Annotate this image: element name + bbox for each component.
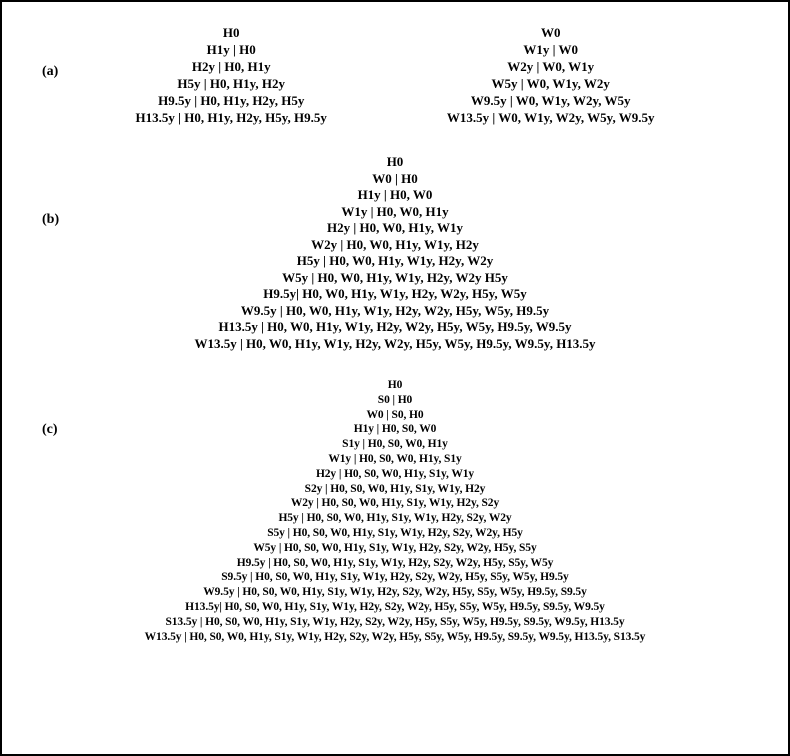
tri-row: W13.5y | H0, S0, W0, H1y, S1y, W1y, H2y,… xyxy=(145,630,646,645)
panel-a-label: (a) xyxy=(42,64,58,80)
tri-row: H2y | H0, H1y xyxy=(192,58,271,75)
tri-row: H1y | H0 xyxy=(207,41,256,58)
tri-row: H9.5y | H0, S0, W0, H1y, S1y, W1y, H2y, … xyxy=(237,556,554,571)
tri-row: S2y | H0, S0, W0, H1y, S1y, W1y, H2y xyxy=(305,482,486,497)
tri-row: W2y | H0, S0, W0, H1y, S1y, W1y, H2y, S2… xyxy=(291,496,499,511)
tri-row: S5y | H0, S0, W0, H1y, S1y, W1y, H2y, S2… xyxy=(267,526,523,541)
tri-row: H5y | H0, S0, W0, H1y, S1y, W1y, H2y, S2… xyxy=(278,511,511,526)
figure-container: (a) H0 H1y | H0 H2y | H0, H1y H5y | H0, … xyxy=(0,0,790,756)
panel-c-label: (c) xyxy=(42,422,58,438)
tri-row: W0 | H0 xyxy=(372,171,417,188)
tri-row: W2y | W0, W1y xyxy=(507,58,594,75)
tri-row: H2y | H0, W0, H1y, W1y xyxy=(327,220,463,237)
tri-row: W5y | W0, W1y, W2y xyxy=(491,75,609,92)
tri-row: W1y | H0, W0, H1y xyxy=(341,204,448,221)
tri-row: W0 | S0, H0 xyxy=(366,408,423,423)
tri-row: H13.5y | H0, W0, H1y, W1y, H2y, W2y, H5y… xyxy=(218,319,571,336)
tri-row: H0 xyxy=(387,154,404,171)
tri-row: W1y | W0 xyxy=(523,41,578,58)
tri-row: W13.5y | H0, W0, H1y, W1y, H2y, W2y, H5y… xyxy=(194,336,595,353)
panel-b-triangle: H0 W0 | H0 H1y | H0, W0 W1y | H0, W0, H1… xyxy=(24,154,766,352)
tri-row: W5y | H0, W0, H1y, W1y, H2y, W2y H5y xyxy=(282,270,508,287)
tri-row: H5y | H0, W0, H1y, W1y, H2y, W2y xyxy=(297,253,493,270)
tri-row: H9.5y| H0, W0, H1y, W1y, H2y, W2y, H5y, … xyxy=(263,286,526,303)
tri-row: H1y | H0, W0 xyxy=(358,187,433,204)
tri-row: W9.5y | H0, W0, H1y, W1y, H2y, W2y, H5y,… xyxy=(241,303,549,320)
tri-row: H1y | H0, S0, W0 xyxy=(354,422,437,437)
panel-a: (a) H0 H1y | H0 H2y | H0, H1y H5y | H0, … xyxy=(24,20,766,126)
tri-row: H5y | H0, H1y, H2y xyxy=(177,75,285,92)
tri-row: H0 xyxy=(388,378,403,393)
tri-row: W5y | H0, S0, W0, H1y, S1y, W1y, H2y, S2… xyxy=(253,541,536,556)
panel-b: (b) H0 W0 | H0 H1y | H0, W0 W1y | H0, W0… xyxy=(24,154,766,352)
tri-row: H0 xyxy=(223,24,240,41)
tri-row: S9.5y | H0, S0, W0, H1y, S1y, W1y, H2y, … xyxy=(221,570,568,585)
tri-row: W0 xyxy=(541,24,561,41)
tri-row: W9.5y | H0, S0, W0, H1y, S1y, W1y, H2y, … xyxy=(203,585,587,600)
panel-c-triangle: H0 S0 | H0 W0 | S0, H0 H1y | H0, S0, W0 … xyxy=(24,378,766,644)
tri-row: W1y | H0, S0, W0, H1y, S1y xyxy=(328,452,461,467)
panel-b-label: (b) xyxy=(42,212,59,228)
tri-row: S1y | H0, S0, W0, H1y xyxy=(342,437,448,452)
panel-c: (c) H0 S0 | H0 W0 | S0, H0 H1y | H0, S0,… xyxy=(24,378,766,644)
tri-row: W2y | H0, W0, H1y, W1y, H2y xyxy=(311,237,479,254)
tri-row: W9.5y | W0, W1y, W2y, W5y xyxy=(471,92,631,109)
tri-row: H9.5y | H0, H1y, H2y, H5y xyxy=(158,92,304,109)
tri-row: W13.5y | W0, W1y, W2y, W5y, W9.5y xyxy=(447,109,655,126)
tri-row: H2y | H0, S0, W0, H1y, S1y, W1y xyxy=(316,467,474,482)
panel-a-columns: H0 H1y | H0 H2y | H0, H1y H5y | H0, H1y,… xyxy=(24,24,766,126)
panel-a-left-triangle: H0 H1y | H0 H2y | H0, H1y H5y | H0, H1y,… xyxy=(136,24,327,126)
tri-row: H13.5y| H0, S0, W0, H1y, S1y, W1y, H2y, … xyxy=(185,600,605,615)
tri-row: H13.5y | H0, H1y, H2y, H5y, H9.5y xyxy=(136,109,327,126)
panel-a-right-triangle: W0 W1y | W0 W2y | W0, W1y W5y | W0, W1y,… xyxy=(447,24,655,126)
tri-row: S0 | H0 xyxy=(378,393,412,408)
tri-row: S13.5y | H0, S0, W0, H1y, S1y, W1y, H2y,… xyxy=(165,615,624,630)
